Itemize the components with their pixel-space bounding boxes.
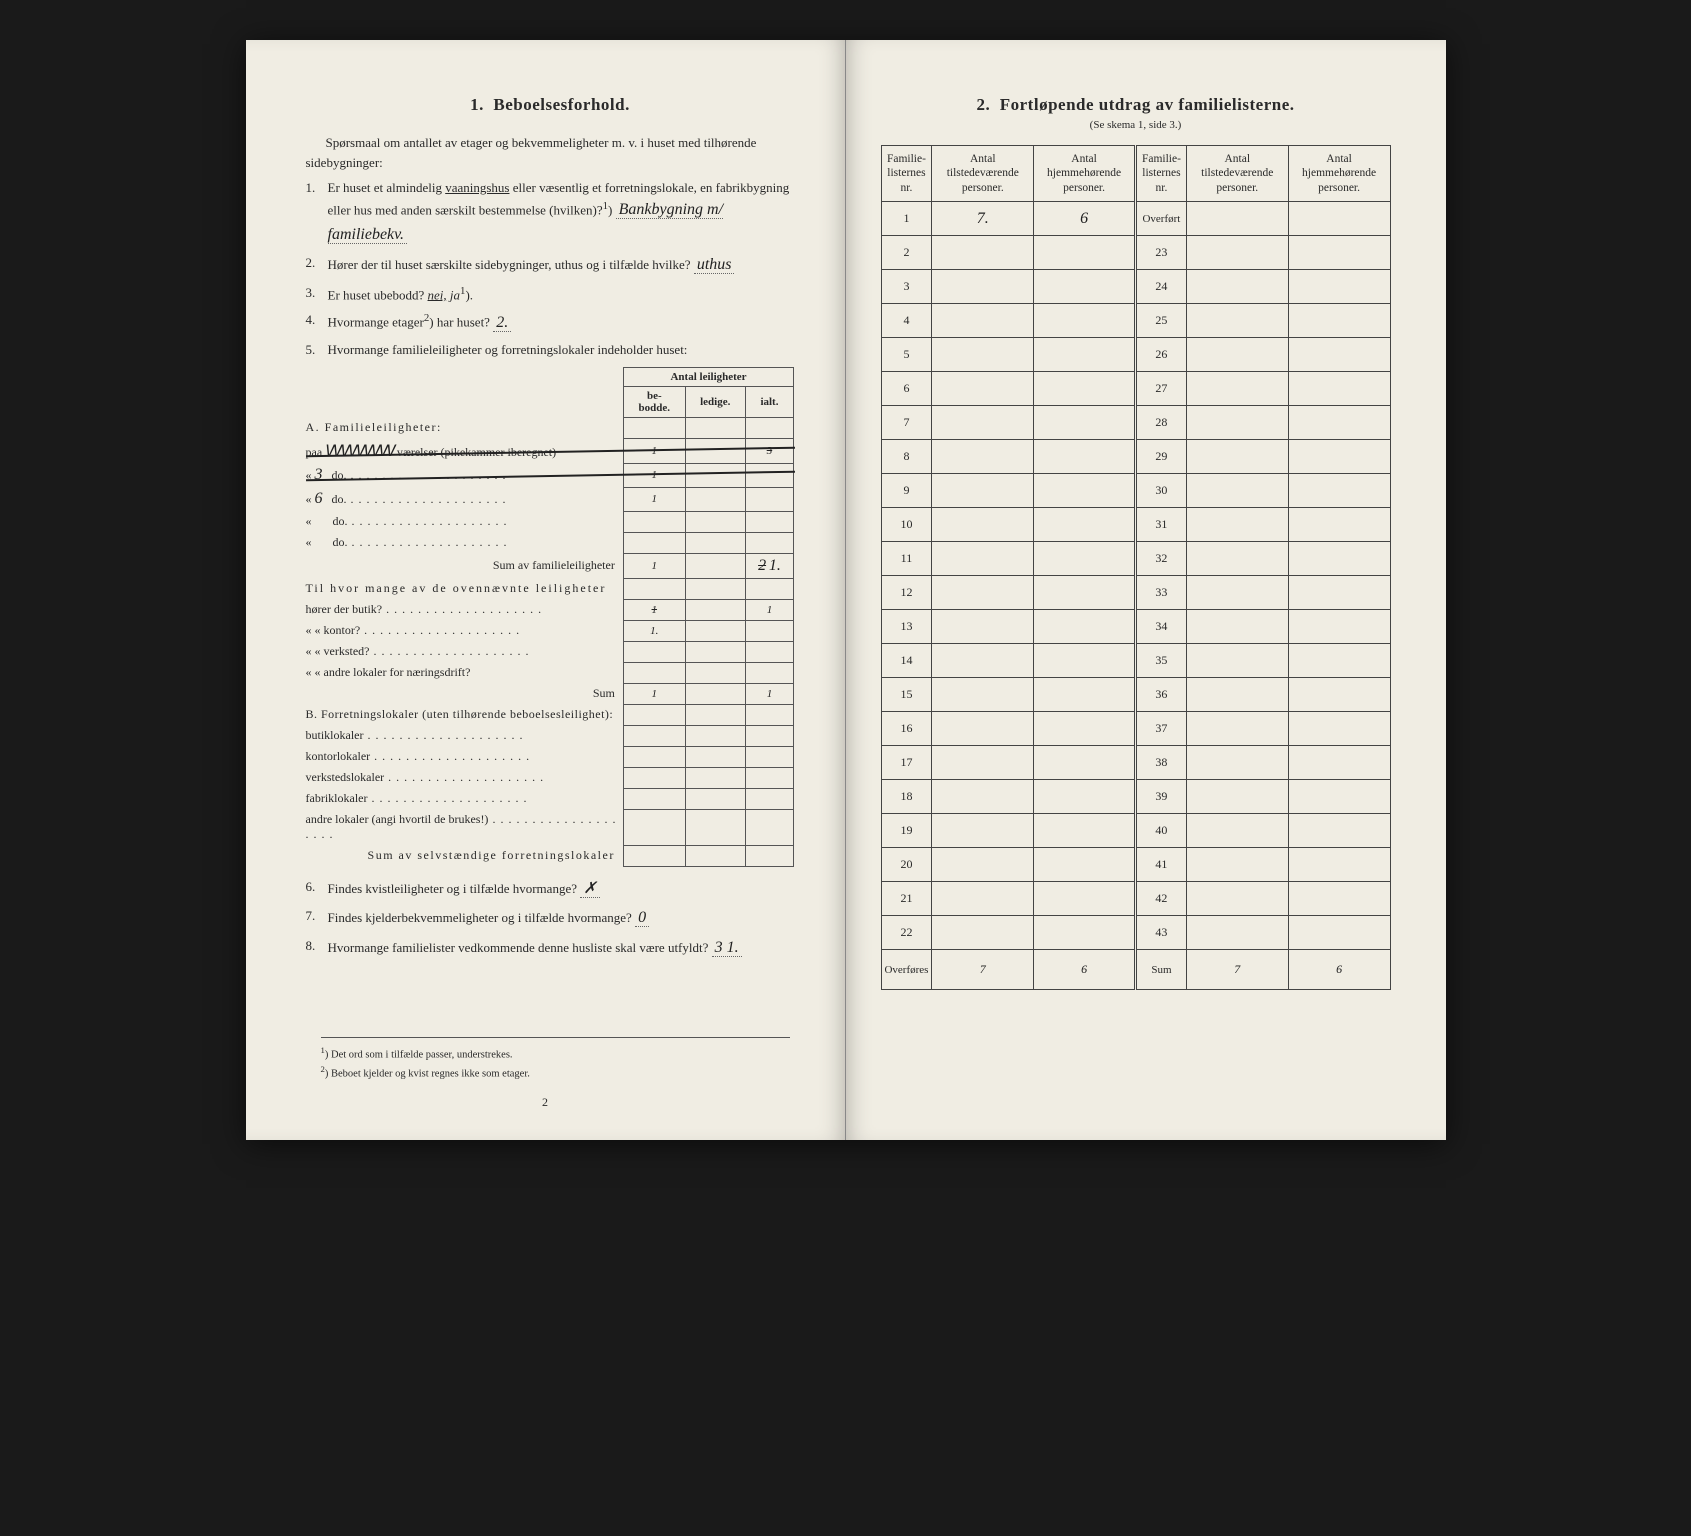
table-row: 2041 xyxy=(881,848,1390,882)
row-struck-1: paa VVVVVVVVV værelser (pikekammer ibere… xyxy=(306,438,795,463)
row-struck-2: « 3 do. 1 xyxy=(306,463,795,487)
row-verksted: « « verksted? xyxy=(306,641,795,662)
table-row: 829 xyxy=(881,440,1390,474)
col-ialt: ialt. xyxy=(745,386,794,417)
rcol6: Antal hjemmehørende personer. xyxy=(1288,146,1390,202)
leiligheter-table: Antal leiligheter be- bodde. ledige. ial… xyxy=(306,367,795,867)
rcol2: Antal tilstedeværende personer. xyxy=(932,146,1034,202)
row-andre: « « andre lokaler for næringsdrift? xyxy=(306,662,795,683)
table-row: 324 xyxy=(881,270,1390,304)
table-row: 1637 xyxy=(881,712,1390,746)
q8-answer: 3 1. xyxy=(712,939,742,957)
q2: 2. Hører der til huset særskilte sidebyg… xyxy=(306,253,795,278)
q8: 8. Hvormange familielister vedkommende d… xyxy=(306,936,795,961)
subheading: (Se skema 1, side 3.) xyxy=(881,119,1391,131)
table-row: 1738 xyxy=(881,746,1390,780)
footnotes: 1) Det ord som i tilfælde passer, unders… xyxy=(321,1037,790,1082)
q1: 1. Er huset et almindelig vaaningshus el… xyxy=(306,178,795,248)
table-row: 1839 xyxy=(881,780,1390,814)
ovennevnte: Til hvor mange av de ovennævnte leilighe… xyxy=(306,578,624,599)
table-row: 223 xyxy=(881,236,1390,270)
row-kontor: « « kontor? 1. xyxy=(306,620,795,641)
familieliste-table: Familie- listernes nr. Antal tilstedevær… xyxy=(881,145,1391,990)
row-sumB: Sum av selvstændige forretningslokaler xyxy=(306,845,795,866)
row-b-verksted: verkstedslokaler xyxy=(306,767,795,788)
col-bebodde: be- bodde. xyxy=(623,386,685,417)
table-row: 1536 xyxy=(881,678,1390,712)
q6-answer: ✗ xyxy=(580,880,599,898)
row-do3: « do. xyxy=(306,511,795,532)
heading-left: 1. Beboelsesforhold. xyxy=(306,95,795,115)
q5: 5. Hvormange familieleiligheter og forre… xyxy=(306,340,795,360)
antal-header: Antal leiligheter xyxy=(623,367,793,386)
table-row: 1940 xyxy=(881,814,1390,848)
section-b: B. Forretningslokaler (uten tilhørende b… xyxy=(306,704,624,725)
table-row: 2243 xyxy=(881,916,1390,950)
intro-text: Spørsmaal om antallet av etager og bekve… xyxy=(306,133,795,172)
table-row: 1031 xyxy=(881,508,1390,542)
table-row: 930 xyxy=(881,474,1390,508)
table-row: 627 xyxy=(881,372,1390,406)
row-b-andre: andre lokaler (angi hvortil de brukes!) xyxy=(306,809,795,845)
book-spread: 1. Beboelsesforhold. Spørsmaal om antall… xyxy=(246,40,1446,1140)
right-page: 2. Fortløpende utdrag av familielisterne… xyxy=(846,40,1446,1140)
row-6do: « 6 do. 1 xyxy=(306,487,795,511)
table-row: 2142 xyxy=(881,882,1390,916)
row-sum-mid: Sum 1 1 xyxy=(306,683,795,704)
left-page: 1. Beboelsesforhold. Spørsmaal om antall… xyxy=(246,40,846,1140)
table-row: 728 xyxy=(881,406,1390,440)
table-row: 1233 xyxy=(881,576,1390,610)
rcol5: Antal tilstedeværende personer. xyxy=(1186,146,1288,202)
table-row: 425 xyxy=(881,304,1390,338)
q6: 6. Findes kvistleiligheter og i tilfælde… xyxy=(306,877,795,902)
table-row: 1334 xyxy=(881,610,1390,644)
heading-right: 2. Fortløpende utdrag av familielisterne… xyxy=(881,95,1391,115)
row-sumA: Sum av familieleiligheter 1 2 1. xyxy=(306,553,795,578)
q4-answer: 2. xyxy=(493,314,511,332)
table-row: 526 xyxy=(881,338,1390,372)
rcol1: Familie- listernes nr. xyxy=(881,146,932,202)
q7: 7. Findes kjelderbekvemmeligheter og i t… xyxy=(306,906,795,931)
row-butik: hører der butik? 1 1 xyxy=(306,599,795,620)
table-row: 17.6Overført xyxy=(881,202,1390,236)
row-b-fabrik: fabriklokaler xyxy=(306,788,795,809)
table-row: 1132 xyxy=(881,542,1390,576)
table-footer-row: Overføres76Sum76 xyxy=(881,950,1390,990)
rcol4: Familie- listernes nr. xyxy=(1135,146,1186,202)
q7-answer: 0 xyxy=(635,909,649,927)
section-a: A. Familieleiligheter: xyxy=(306,417,624,438)
question-list: 1. Er huset et almindelig vaaningshus el… xyxy=(306,178,795,361)
page-number: 2 xyxy=(246,1095,845,1110)
q2-answer: uthus xyxy=(694,256,735,274)
row-b-kontor: kontorlokaler xyxy=(306,746,795,767)
questions-6-8: 6. Findes kvistleiligheter og i tilfælde… xyxy=(306,877,795,961)
row-b-butik: butiklokaler xyxy=(306,725,795,746)
col-ledige: ledige. xyxy=(685,386,745,417)
rcol3: Antal hjemmehørende personer. xyxy=(1034,146,1136,202)
table-row: 1435 xyxy=(881,644,1390,678)
q3: 3. Er huset ubebodd? nei, ja1). xyxy=(306,283,795,305)
q4: 4. Hvormange etager2) har huset? 2. xyxy=(306,310,795,335)
row-do4: « do. xyxy=(306,532,795,553)
